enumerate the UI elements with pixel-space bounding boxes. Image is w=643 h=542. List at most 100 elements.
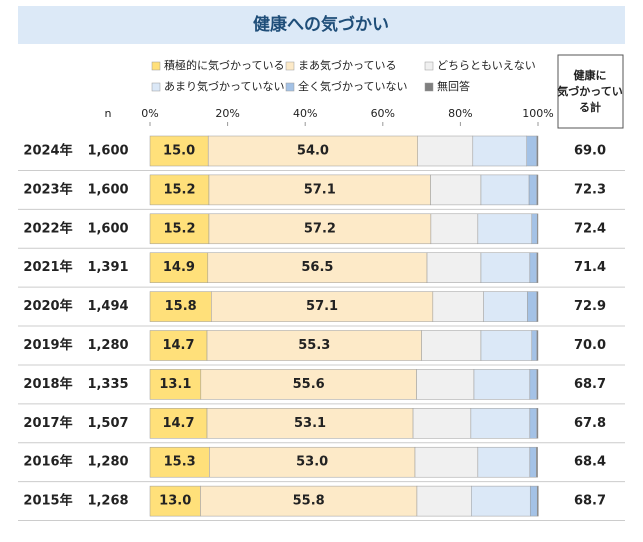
n-label: 1,600 bbox=[87, 221, 128, 236]
n-label: 1,494 bbox=[87, 299, 128, 314]
bar-segment bbox=[536, 330, 539, 361]
chart-title: 健康への気づかい bbox=[253, 14, 389, 35]
n-label: 1,600 bbox=[87, 144, 128, 159]
bar-segment bbox=[414, 446, 479, 478]
bar-segment bbox=[477, 446, 531, 478]
bar-segment bbox=[531, 213, 538, 245]
bar-segment bbox=[536, 135, 539, 167]
value-label: 53.1 bbox=[294, 416, 326, 431]
value-label: 15.2 bbox=[163, 221, 195, 236]
total-label: 69.0 bbox=[574, 144, 606, 159]
value-label: 14.7 bbox=[162, 416, 194, 431]
bar-segment bbox=[206, 408, 414, 439]
bar-segment bbox=[206, 330, 422, 361]
bar-segment bbox=[149, 485, 201, 517]
bar-segment bbox=[527, 291, 538, 322]
total-header: る計 bbox=[579, 100, 601, 114]
bar-segment bbox=[471, 485, 531, 517]
bar-segment bbox=[529, 252, 538, 283]
bar-segment bbox=[472, 135, 527, 167]
total-label: 68.4 bbox=[574, 455, 606, 470]
n-label: 1,600 bbox=[87, 182, 128, 197]
legend-swatch bbox=[151, 82, 161, 92]
category-label: 2023年 bbox=[23, 181, 72, 197]
value-label: 55.8 bbox=[293, 494, 325, 509]
bar-segment bbox=[200, 485, 418, 517]
total-label: 71.4 bbox=[574, 260, 606, 275]
legend-swatch bbox=[285, 82, 295, 92]
value-label: 54.0 bbox=[297, 144, 329, 159]
n-label: 1,391 bbox=[87, 260, 128, 275]
bar-segment bbox=[477, 213, 533, 245]
value-label: 13.0 bbox=[159, 494, 191, 509]
bar-segment bbox=[417, 135, 474, 167]
title-band bbox=[18, 6, 625, 44]
total-label: 70.0 bbox=[574, 338, 606, 353]
bar-segment bbox=[536, 291, 539, 322]
legend-label: まあ気づかっている bbox=[298, 58, 396, 72]
n-label: 1,280 bbox=[87, 455, 128, 470]
bar-segment bbox=[480, 252, 531, 283]
total-header: 健康に bbox=[574, 68, 607, 82]
bar-segment bbox=[209, 446, 416, 478]
category-label: 2024年 bbox=[23, 143, 72, 159]
bar-segment bbox=[536, 174, 539, 206]
n-label: 1,335 bbox=[87, 377, 128, 392]
bar-segment bbox=[536, 446, 538, 478]
total-header: 気づかってい bbox=[557, 84, 622, 98]
x-tick-label: 100% bbox=[522, 107, 553, 120]
bar-segment bbox=[432, 291, 484, 322]
bar-segment bbox=[149, 446, 210, 478]
bar-segment bbox=[416, 369, 475, 400]
total-label: 68.7 bbox=[574, 494, 606, 509]
category-label: 2020年 bbox=[23, 298, 72, 314]
legend-swatch bbox=[151, 61, 161, 71]
bar-segment bbox=[480, 174, 530, 206]
value-label: 15.8 bbox=[165, 299, 197, 314]
total-label: 67.8 bbox=[574, 416, 606, 431]
legend-label: 積極的に気づかっている bbox=[164, 58, 284, 72]
category-label: 2017年 bbox=[23, 415, 72, 431]
x-tick-label: 0% bbox=[141, 107, 158, 120]
bar-segment bbox=[207, 135, 418, 167]
bar-segment bbox=[480, 330, 533, 361]
value-label: 15.2 bbox=[163, 182, 195, 197]
bar-segment bbox=[536, 369, 539, 400]
value-label: 55.6 bbox=[293, 377, 325, 392]
bar-segment bbox=[473, 369, 531, 400]
bar-segment bbox=[208, 213, 432, 245]
value-label: 57.1 bbox=[306, 299, 338, 314]
value-label: 14.7 bbox=[162, 338, 194, 353]
category-label: 2019年 bbox=[23, 337, 72, 353]
bar-segment bbox=[529, 485, 538, 517]
legend-swatch bbox=[424, 61, 434, 71]
value-label: 57.2 bbox=[304, 221, 336, 236]
bar-segment bbox=[536, 252, 539, 283]
category-label: 2022年 bbox=[23, 220, 72, 236]
bar-segment bbox=[526, 135, 538, 167]
bar-segment bbox=[536, 408, 539, 439]
bar-segment bbox=[149, 135, 209, 167]
n-label: 1,280 bbox=[87, 338, 128, 353]
bar-segment bbox=[536, 213, 539, 245]
bar-segment bbox=[421, 330, 482, 361]
bar-segment bbox=[149, 291, 212, 322]
total-header-box bbox=[557, 54, 624, 129]
bar-segment bbox=[426, 252, 482, 283]
n-label: 1,268 bbox=[87, 494, 128, 509]
bar-segment bbox=[149, 369, 202, 400]
value-label: 14.9 bbox=[163, 260, 195, 275]
value-label: 53.0 bbox=[296, 455, 328, 470]
total-label: 72.3 bbox=[574, 182, 606, 197]
bar-segment bbox=[528, 174, 538, 206]
bar-segment bbox=[470, 408, 531, 439]
bar-segment bbox=[200, 369, 417, 400]
bar-segment bbox=[529, 408, 538, 439]
value-label: 15.3 bbox=[164, 455, 196, 470]
bar-segment bbox=[412, 408, 472, 439]
value-label: 55.3 bbox=[298, 338, 330, 353]
value-label: 57.1 bbox=[304, 182, 336, 197]
value-label: 15.0 bbox=[163, 144, 195, 159]
total-label: 72.4 bbox=[574, 221, 606, 236]
x-tick-label: 20% bbox=[215, 107, 239, 120]
